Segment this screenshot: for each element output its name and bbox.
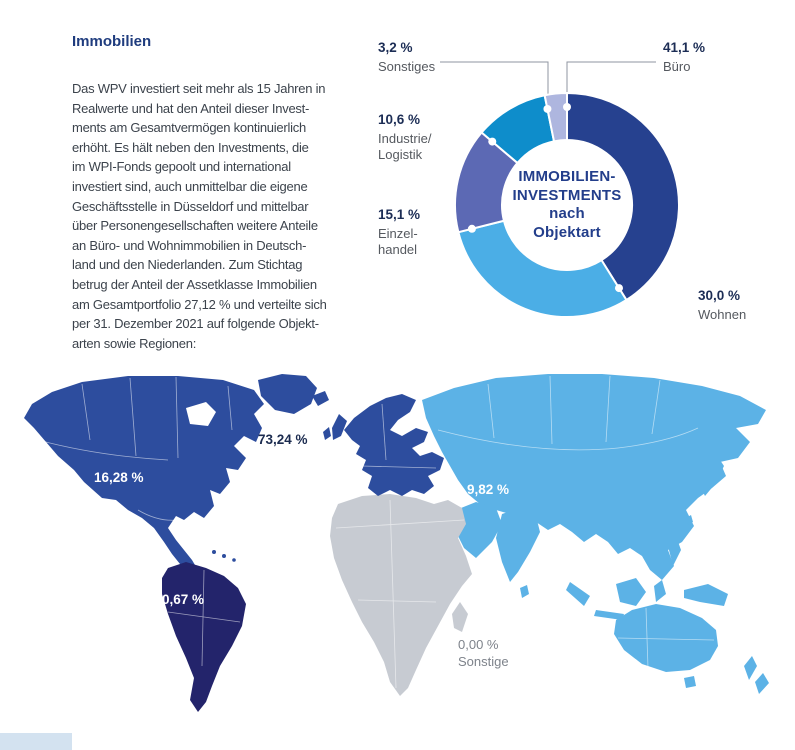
donut-segment-1 — [457, 219, 628, 318]
world-map-svg — [24, 374, 769, 712]
donut-title-line: INVESTMENTS — [512, 186, 622, 204]
island-caribbean — [212, 550, 216, 554]
island-caribbean — [222, 554, 226, 558]
island-tasmania — [684, 676, 696, 688]
chart-label-industrie-name: Industrie/ Logistik — [378, 131, 432, 162]
island-japan — [699, 454, 724, 496]
chart-label-wohnen-value: 30,0 % — [698, 288, 741, 303]
world-map: 16,28 % 73,24 % 9,82 % 0,67 % 0,00 % Son… — [18, 370, 790, 738]
chart-label-einzelhandel: 15,1 % Einzel- handel — [378, 207, 420, 257]
chart-label-industrie-value: 10,6 % — [378, 112, 421, 127]
page-title: Immobilien — [72, 33, 152, 50]
donut-center-label: IMMOBILIEN- INVESTMENTS nach Objektart — [477, 168, 657, 242]
segment-divider-dot — [563, 103, 571, 111]
island-sri-lanka — [520, 585, 529, 598]
map-label-north-america: 16,28 % — [94, 470, 144, 485]
chart-label-industrie: 10,6 % Industrie/ Logistik — [378, 112, 431, 162]
segment-divider-dot — [488, 137, 497, 146]
continent-europe — [344, 394, 444, 496]
map-label-other: 0,00 % Sonstige — [458, 636, 509, 670]
callout-line-sonstiges — [440, 61, 549, 105]
continent-south-america — [162, 562, 246, 712]
chart-label-einzelhandel-name: Einzel- handel — [378, 226, 418, 257]
island-new-zealand-south — [755, 673, 769, 694]
donut-svg — [440, 61, 680, 318]
donut-chart: IMMOBILIEN- INVESTMENTS nach Objektart 3… — [360, 30, 790, 345]
donut-segment-0 — [566, 91, 680, 302]
donut-title-line: IMMOBILIEN- — [518, 168, 616, 185]
map-label-asia: 9,82 % — [467, 482, 510, 497]
island-caribbean — [232, 558, 236, 562]
chart-label-einzelhandel-value: 15,1 % — [378, 207, 421, 222]
chart-label-buero: 41,1 % Büro — [663, 40, 705, 75]
island-taiwan — [686, 515, 693, 525]
donut-segment-4 — [543, 91, 568, 143]
island-new-guinea — [684, 584, 728, 606]
segment-divider-dot — [543, 104, 552, 113]
hudson-bay — [186, 402, 216, 426]
chart-label-wohnen-name: Wohnen — [698, 307, 747, 322]
chart-label-sonstiges-value: 3,2 % — [378, 40, 413, 55]
donut-title-line: nach — [549, 205, 585, 222]
callout-line-buero — [566, 61, 656, 105]
island-sulawesi — [654, 580, 666, 602]
country-borders — [37, 375, 715, 689]
island-great-britain — [332, 414, 347, 440]
donut-title-line: Objektart — [533, 223, 601, 241]
map-label-other-value: 0,00 % — [458, 637, 499, 652]
chart-label-wohnen: 30,0 % Wohnen — [698, 288, 746, 323]
island-iceland — [312, 391, 329, 406]
island-ireland — [323, 427, 331, 440]
chart-label-buero-name: Büro — [663, 59, 691, 74]
chart-label-sonstiges: 3,2 % Sonstiges — [378, 40, 435, 75]
map-label-europe: 73,24 % — [258, 432, 308, 447]
region-arabia — [454, 502, 502, 558]
island-new-zealand-north — [744, 656, 757, 680]
segment-divider-dot — [614, 284, 623, 293]
intro-paragraph: Das WPV investiert seit mehr als 15 Jahr… — [72, 81, 327, 351]
map-label-other-name: Sonstige — [458, 654, 509, 669]
continent-asia — [422, 374, 766, 580]
chart-label-sonstiges-name: Sonstiges — [378, 59, 436, 74]
island-sumatra — [566, 582, 590, 606]
island-madagascar — [452, 602, 468, 632]
continent-australia — [614, 604, 718, 672]
island-borneo — [616, 578, 646, 606]
continent-north-america — [24, 376, 264, 574]
region-india — [496, 508, 540, 582]
segment-divider-dot — [467, 224, 476, 233]
page-corner-decoration — [0, 733, 72, 750]
chart-label-buero-value: 41,1 % — [663, 40, 706, 55]
island-java — [594, 610, 624, 620]
island-philippines — [668, 536, 681, 566]
island-greenland — [258, 374, 317, 414]
intro-section: Immobilien Das WPV investiert seit mehr … — [72, 33, 372, 353]
map-label-south-america: 0,67 % — [162, 592, 205, 607]
continent-africa — [330, 494, 472, 696]
